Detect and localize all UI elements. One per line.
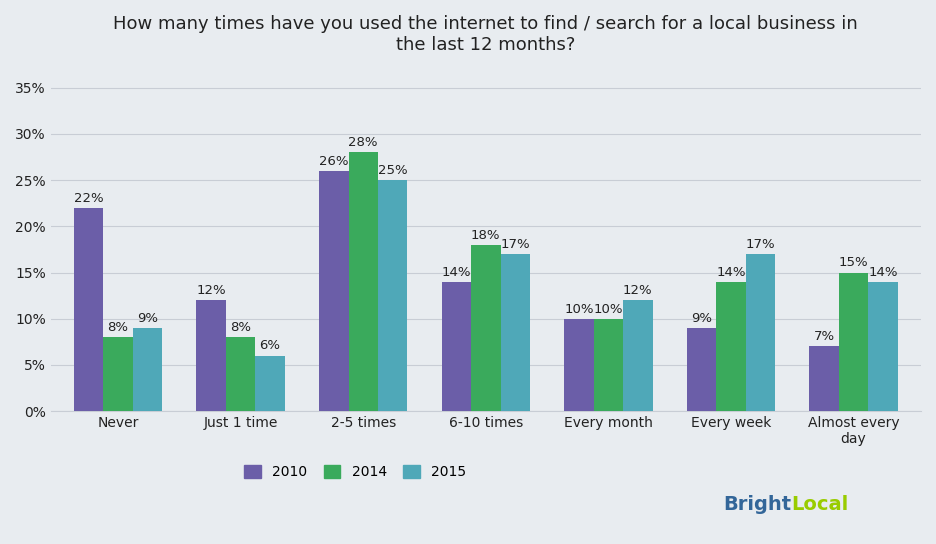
Bar	[810, 347, 839, 411]
Bar	[564, 319, 593, 411]
Bar	[716, 282, 746, 411]
Text: 14%: 14%	[442, 265, 471, 279]
Text: 25%: 25%	[378, 164, 407, 177]
Text: Local: Local	[791, 495, 848, 514]
Bar	[746, 254, 775, 411]
Text: 8%: 8%	[230, 321, 251, 334]
Bar	[869, 282, 898, 411]
Text: 15%: 15%	[839, 256, 869, 269]
Bar	[839, 273, 869, 411]
Text: Bright: Bright	[723, 495, 791, 514]
Text: 26%: 26%	[319, 154, 348, 168]
Text: 14%: 14%	[869, 265, 898, 279]
Title: How many times have you used the internet to find / search for a local business : How many times have you used the interne…	[113, 15, 858, 54]
Text: 9%: 9%	[137, 312, 158, 325]
Text: 17%: 17%	[501, 238, 530, 251]
Legend: 2010, 2014, 2015: 2010, 2014, 2015	[244, 466, 466, 479]
Bar	[197, 300, 226, 411]
Text: 6%: 6%	[259, 339, 281, 353]
Text: 12%: 12%	[623, 284, 652, 297]
Text: 10%: 10%	[593, 302, 623, 316]
Bar	[378, 180, 407, 411]
Bar	[226, 337, 256, 411]
Text: 22%: 22%	[74, 191, 103, 205]
Text: 18%: 18%	[471, 228, 501, 242]
Text: 17%: 17%	[746, 238, 775, 251]
Text: 7%: 7%	[813, 330, 835, 343]
Bar	[256, 356, 285, 411]
Bar	[74, 208, 103, 411]
Bar	[623, 300, 652, 411]
Bar	[471, 245, 501, 411]
Bar	[501, 254, 530, 411]
Bar	[133, 328, 162, 411]
Bar	[319, 171, 348, 411]
Text: 10%: 10%	[564, 302, 593, 316]
Bar	[103, 337, 133, 411]
Bar	[687, 328, 716, 411]
Text: 28%: 28%	[348, 136, 378, 149]
Bar	[593, 319, 623, 411]
Text: 14%: 14%	[716, 265, 746, 279]
Text: 8%: 8%	[108, 321, 128, 334]
Bar	[442, 282, 471, 411]
Text: 9%: 9%	[691, 312, 712, 325]
Bar	[348, 152, 378, 411]
Text: 12%: 12%	[197, 284, 226, 297]
